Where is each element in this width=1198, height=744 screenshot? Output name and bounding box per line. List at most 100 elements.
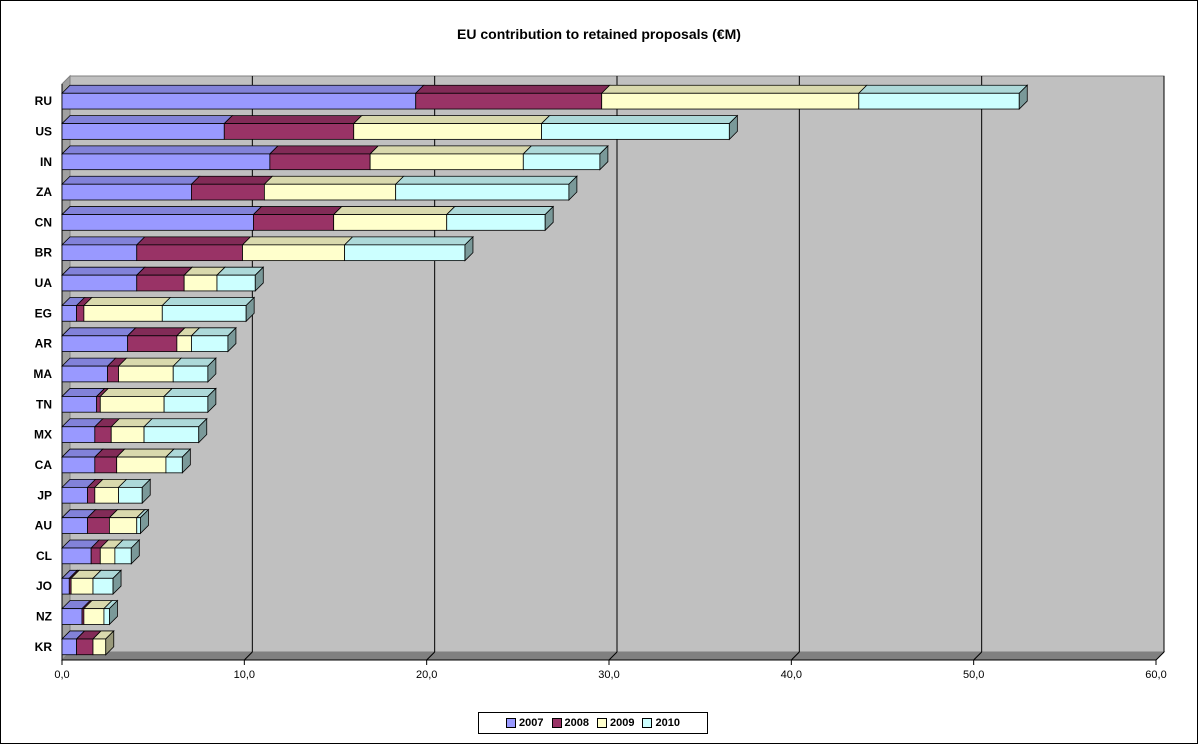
legend: 2007 2008 2009 2010 xyxy=(478,712,708,734)
bar-segment xyxy=(127,335,178,352)
legend-label: 2010 xyxy=(655,717,680,729)
bar-segment xyxy=(172,365,209,383)
gridline-floor xyxy=(608,651,618,661)
category-label: US xyxy=(35,124,52,138)
legend-item: 2007 xyxy=(506,717,544,729)
bar-end-face xyxy=(207,357,217,383)
bar-segment xyxy=(61,305,77,322)
x-tick-label: 60,0 xyxy=(1145,669,1166,681)
category-label: KR xyxy=(35,640,53,654)
bar-end-face xyxy=(112,569,122,596)
bar-segment-top xyxy=(263,175,405,185)
bar-segment xyxy=(242,244,346,262)
gridline-floor xyxy=(1155,651,1165,661)
bar-segment xyxy=(136,517,141,534)
bar-segment xyxy=(216,274,256,292)
category-label: JP xyxy=(37,488,52,502)
bar-segment xyxy=(161,305,247,322)
bar-segment-top xyxy=(352,115,551,124)
bar-segment xyxy=(61,456,96,474)
bar-segment xyxy=(76,305,85,322)
bar-segment-top xyxy=(61,115,234,124)
bar-end-face xyxy=(141,478,151,505)
bar-segment xyxy=(99,396,165,413)
bar-segment xyxy=(114,547,132,565)
legend-label: 2009 xyxy=(610,717,635,729)
gridline-floor xyxy=(426,651,436,661)
bar-segment xyxy=(136,244,243,262)
x-tick-label: 30,0 xyxy=(598,669,619,681)
bar-end-face xyxy=(130,539,140,565)
bar-segment xyxy=(61,153,271,171)
category-label: TN xyxy=(36,397,52,411)
category-label: CL xyxy=(36,549,52,563)
bar-segment-top xyxy=(857,84,1029,94)
bar-segment-top xyxy=(82,297,172,306)
bar-segment xyxy=(76,638,94,656)
bar-segment-top xyxy=(126,327,186,337)
category-label: ZA xyxy=(36,185,52,199)
bar-segment xyxy=(99,547,116,565)
legend-swatch xyxy=(642,718,653,728)
legend-label: 2008 xyxy=(564,717,589,729)
bar-segment xyxy=(61,517,88,534)
bar-segment xyxy=(94,426,112,443)
category-label: BR xyxy=(35,246,53,260)
bar-segment xyxy=(118,486,143,504)
bar-segment-top xyxy=(61,175,201,185)
bar-segment xyxy=(61,92,417,110)
bar-segment xyxy=(143,426,200,443)
bar-segment xyxy=(87,486,96,504)
bar-segment-top xyxy=(163,388,217,397)
x-tick-label: 10,0 xyxy=(234,669,255,681)
category-label: MX xyxy=(34,428,52,442)
bar-segment xyxy=(61,638,77,656)
bar-segment xyxy=(61,214,254,231)
category-label: NZ xyxy=(36,610,52,624)
bar-end-face xyxy=(181,448,191,474)
bar-segment xyxy=(61,274,138,292)
gridline-floor xyxy=(790,651,800,661)
legend-swatch xyxy=(551,718,562,728)
bar-segment-top xyxy=(143,418,208,428)
bar-end-face xyxy=(464,235,474,262)
category-label: MA xyxy=(33,367,52,381)
bar-segment xyxy=(110,426,145,443)
gridline-floor xyxy=(973,651,983,661)
bar-segment xyxy=(61,335,129,352)
bar-segment xyxy=(176,335,192,352)
bar-segment xyxy=(96,396,101,413)
bar-segment xyxy=(92,638,107,656)
legend-swatch xyxy=(506,718,517,728)
bar-segment xyxy=(61,608,83,625)
bar-segment xyxy=(94,456,118,474)
bar-segment-top xyxy=(445,206,555,215)
bar-segment xyxy=(191,335,229,352)
bar-segment-top xyxy=(61,266,146,276)
bar-segment-top xyxy=(522,145,609,155)
bar-segment xyxy=(858,92,1020,110)
bar-segment-top xyxy=(223,115,363,124)
bar-segment xyxy=(395,183,570,201)
bar-segment-top xyxy=(241,236,354,246)
category-label: IN xyxy=(40,155,52,169)
bar-segment-top xyxy=(268,145,380,155)
bar-segment-top xyxy=(161,297,256,306)
category-label: AU xyxy=(35,519,52,533)
bar-segment xyxy=(415,92,603,110)
bar-end-face xyxy=(1018,84,1028,111)
bar-end-face xyxy=(207,387,217,414)
bar-segment xyxy=(541,123,730,140)
bar-segment xyxy=(253,214,335,231)
bar-segment xyxy=(353,123,542,140)
bar-segment xyxy=(446,214,546,231)
legend-label: 2007 xyxy=(519,717,544,729)
bar-segment xyxy=(191,183,265,201)
bar-segment-top xyxy=(61,357,117,367)
category-label: CA xyxy=(35,458,53,472)
bar-segment xyxy=(118,365,174,383)
bar-segment xyxy=(92,577,114,595)
bar-segment-top xyxy=(135,266,194,276)
bar-segment xyxy=(522,153,601,171)
